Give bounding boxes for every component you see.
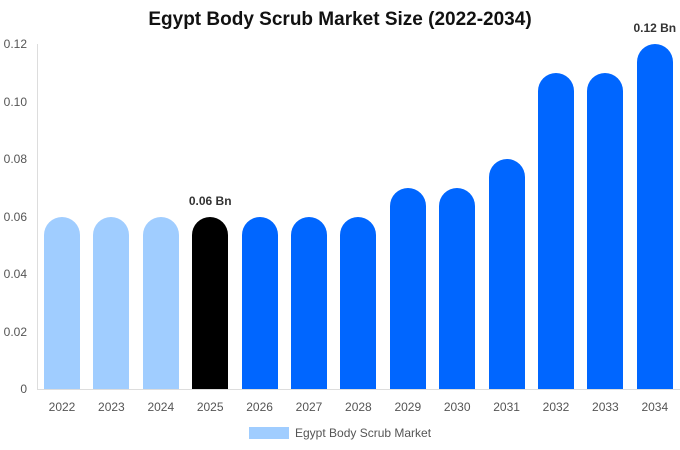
x-tick-label: 2034: [641, 400, 669, 414]
y-tick-label: 0.06: [3, 209, 27, 224]
x-tick-label: 2022: [48, 400, 76, 414]
bar-2029[interactable]: [389, 187, 426, 389]
bar-2031[interactable]: [488, 159, 525, 389]
bar-2027[interactable]: [291, 216, 327, 389]
y-tick-label: 0: [20, 382, 27, 396]
data-label: 0.12 Bn: [633, 21, 677, 35]
bar-2025[interactable]: [192, 216, 229, 389]
x-tick-label: 2027: [295, 400, 323, 414]
bar-2034[interactable]: [636, 44, 673, 389]
y-tick-label: 0.12: [3, 37, 27, 51]
x-tick-label: 2023: [98, 400, 125, 414]
x-tick-label: 2024: [147, 400, 175, 414]
bar-2022[interactable]: [44, 216, 80, 389]
x-axis-line: [37, 389, 680, 390]
y-tick-label: 0.10: [3, 94, 27, 109]
bar-2030[interactable]: [439, 187, 476, 389]
legend-swatch: [249, 427, 289, 439]
x-tick-label: 2030: [443, 400, 471, 414]
bar-2032[interactable]: [538, 72, 574, 389]
bar-2023[interactable]: [93, 216, 130, 389]
y-tick-label: 0.08: [3, 152, 27, 166]
bar-2028[interactable]: [340, 216, 377, 389]
x-tick-label: 2032: [542, 400, 570, 414]
chart-title: Egypt Body Scrub Market Size (2022-2034): [148, 9, 532, 30]
y-tick-label: 0.04: [3, 267, 27, 281]
legend-label: Egypt Body Scrub Market: [295, 426, 432, 440]
x-tick-label: 2028: [345, 400, 372, 414]
bar-2026[interactable]: [241, 216, 278, 389]
x-tick-label: 2031: [493, 400, 520, 414]
legend[interactable]: Egypt Body Scrub Market: [249, 426, 431, 440]
x-tick-label: 2026: [246, 400, 273, 414]
data-label: 0.06 Bn: [188, 193, 232, 208]
bar-2024[interactable]: [142, 216, 179, 389]
bar-2033[interactable]: [587, 72, 624, 389]
x-tick-label: 2033: [592, 400, 619, 414]
y-axis-line: [37, 44, 38, 389]
x-tick-label: 2029: [394, 400, 422, 414]
y-tick-label: 0.02: [3, 324, 27, 339]
x-tick-label: 2025: [196, 400, 224, 414]
